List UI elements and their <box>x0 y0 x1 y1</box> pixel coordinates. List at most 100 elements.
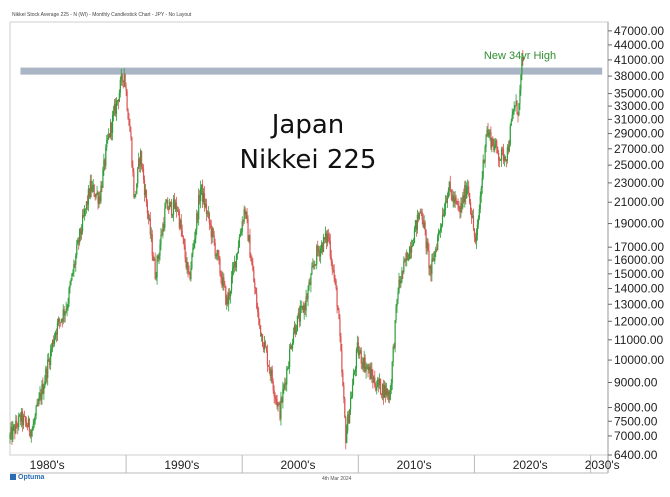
candle-up <box>204 198 207 209</box>
candle-down <box>133 168 135 199</box>
candle-up <box>403 256 405 275</box>
candle-down <box>306 293 308 302</box>
candle-up <box>248 234 250 244</box>
candle-down <box>151 229 153 261</box>
candle-up <box>191 252 193 271</box>
candle-up <box>283 383 285 394</box>
candle-body <box>437 236 439 250</box>
candle-down <box>272 378 274 394</box>
candle-body <box>462 195 464 208</box>
candle-body <box>389 390 391 400</box>
candle-up <box>81 224 83 240</box>
candle-body <box>60 319 62 323</box>
candle-down <box>317 240 319 257</box>
candle-body <box>105 147 107 166</box>
candle-body <box>30 430 32 437</box>
candle-body <box>181 230 183 236</box>
candle-up <box>92 179 94 193</box>
candle-up <box>499 158 502 161</box>
candle-body <box>310 274 312 285</box>
candle-down <box>247 215 249 242</box>
candle-body <box>74 264 76 265</box>
candle-body <box>261 334 264 347</box>
candle-down <box>251 255 253 266</box>
candle-up <box>322 233 325 253</box>
candle-body <box>476 224 478 236</box>
candle-body <box>398 279 400 293</box>
candle-body <box>518 103 520 116</box>
candle-body <box>88 188 90 198</box>
candle-up <box>164 202 166 232</box>
candle-down <box>275 394 277 405</box>
candle-body <box>479 196 481 210</box>
y-tick-label: 41000.00 <box>614 53 664 67</box>
candle-body <box>174 202 177 209</box>
candle-up <box>353 370 356 376</box>
candle-down <box>185 251 187 270</box>
candle-down <box>279 400 281 421</box>
candle-body <box>489 131 491 134</box>
candle-up <box>467 179 469 195</box>
candle-body <box>425 229 427 249</box>
candle-body <box>262 346 265 350</box>
candle-body <box>316 245 318 265</box>
candle-body <box>424 222 426 230</box>
candle-up <box>118 89 120 103</box>
candle-down <box>214 238 216 259</box>
candle-body <box>279 404 281 419</box>
candle-body <box>139 158 141 166</box>
candle-up <box>166 198 168 204</box>
candle-body <box>69 284 71 289</box>
candle-up <box>359 347 361 354</box>
candle-down <box>348 410 350 424</box>
candle-down <box>268 360 270 374</box>
candle-body <box>490 131 492 148</box>
candle-down <box>219 256 221 277</box>
candle-body <box>354 368 357 372</box>
candle-body <box>45 368 47 382</box>
candle-up <box>81 209 84 235</box>
candle-up <box>486 126 488 137</box>
candle-down <box>49 357 51 369</box>
candle-down <box>362 357 364 372</box>
candle-body <box>388 391 390 400</box>
candle-body <box>233 261 236 266</box>
candle-body <box>215 255 217 256</box>
candle-body <box>119 79 121 93</box>
candle-body <box>319 250 321 257</box>
candle-up <box>320 245 322 264</box>
candle-body <box>19 414 21 416</box>
candle-body <box>35 406 37 416</box>
candle-down <box>121 73 123 87</box>
candle-down <box>143 175 146 202</box>
candle-body <box>329 240 331 257</box>
x-tick-label: 2020's <box>513 458 548 472</box>
candle-down <box>340 332 342 352</box>
candle-up <box>390 378 392 395</box>
candle-body <box>453 195 455 203</box>
candle-body <box>169 202 171 210</box>
candle-up <box>31 426 33 437</box>
candle-down <box>285 378 287 391</box>
candle-body <box>321 243 324 253</box>
candle-body <box>251 261 253 265</box>
candle-up <box>295 324 298 336</box>
candle-body <box>307 289 309 299</box>
candle-up <box>230 271 233 294</box>
candle-body <box>367 366 369 371</box>
candle-body <box>381 384 384 396</box>
candle-body <box>225 286 227 305</box>
candle-body <box>211 228 213 238</box>
candle-body <box>130 131 132 138</box>
candle-up <box>396 298 398 313</box>
candle-down <box>380 378 382 395</box>
candle-up <box>300 300 302 314</box>
candle-up <box>83 205 86 221</box>
candle-up <box>406 249 408 267</box>
candle-up <box>432 253 434 262</box>
candle-body <box>177 210 179 212</box>
candle-body <box>32 424 34 431</box>
candle-body <box>287 368 289 370</box>
candle-body <box>156 256 158 278</box>
candle-body <box>459 208 461 212</box>
